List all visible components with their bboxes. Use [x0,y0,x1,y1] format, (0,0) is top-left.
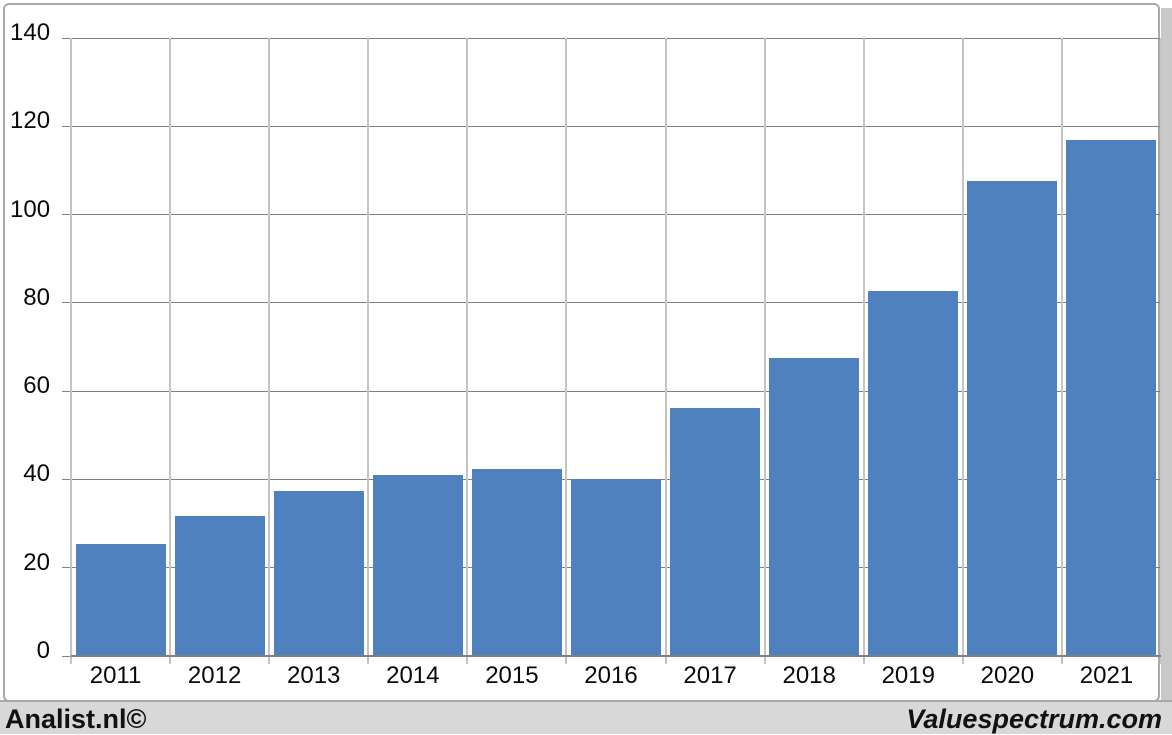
y-tickmark-0 [62,655,71,657]
x-boundary-2 [268,38,271,664]
x-boundary-4 [466,38,469,664]
x-tick-label-2016: 2016 [584,662,638,689]
bar-2012 [174,516,265,656]
bar-2017 [670,408,761,656]
y-gridline-140 [71,37,1161,39]
x-tick-label-2012: 2012 [187,662,242,689]
footer-bar: Analist.nl© Valuespectrum.com [0,700,1172,734]
x-boundary-1 [169,38,172,664]
bar-2011 [75,543,166,656]
x-tick-label-2015: 2015 [485,662,539,689]
bar-2016 [570,478,662,656]
y-tickmark-80 [62,302,71,304]
x-tick-label-2014: 2014 [386,662,440,689]
x-tick-label-2021: 2021 [1079,662,1134,689]
y-tick-label-0: 0 [36,637,50,664]
y-tick-label-140: 140 [10,19,51,46]
y-tickmark-100 [62,214,71,216]
y-tick-label-40: 40 [23,460,50,488]
bar-2019 [868,291,959,656]
y-tick-label-20: 20 [23,548,50,576]
y-tickmark-40 [62,478,71,480]
bar-2015 [471,469,562,656]
bar-2013 [273,490,364,656]
y-tickmark-20 [62,567,71,569]
y-tickmark-140 [62,37,71,39]
analist-watermark: Analist.nl© [5,704,147,734]
x-boundary-7 [763,38,766,664]
y-gridline-80 [71,302,1161,304]
x-tick-label-2019: 2019 [881,662,935,689]
y-gridline-60 [71,390,1161,392]
y-tick-label-100: 100 [10,195,51,223]
x-tick-label-2017: 2017 [683,662,737,689]
x-boundary-9 [961,38,964,664]
x-boundary-6 [664,38,667,664]
x-tick-label-2018: 2018 [782,662,836,689]
x-tick-label-2013: 2013 [287,662,341,689]
y-tickmark-60 [62,390,71,392]
y-tick-label-120: 120 [10,107,51,135]
y-gridline-100 [71,214,1161,216]
y-tick-label-80: 80 [23,283,50,311]
x-tick-label-2020: 2020 [980,662,1035,689]
y-gridline-120 [71,125,1161,127]
x-boundary-8 [862,38,865,664]
y-axis-line [70,38,72,664]
y-tickmark-120 [62,125,71,127]
bar-2020 [967,181,1058,656]
x-boundary-5 [565,38,568,664]
right-edge-shadow [1161,8,1172,702]
bar-2021 [1066,140,1157,656]
x-boundary-3 [367,38,370,664]
x-axis-line [71,655,1161,657]
chart-frame: 0 20 40 60 80 100 120 140 2011 2012 2013 2014 2015 20… [3,3,1162,702]
bar-2018 [769,358,860,656]
plot-area [62,37,1162,664]
valuespectrum-watermark: Valuespectrum.com [906,704,1162,734]
y-tick-label-60: 60 [23,372,50,400]
x-boundary-10 [1060,38,1063,664]
x-tick-label-2011: 2011 [89,662,142,689]
bar-2014 [372,475,463,656]
